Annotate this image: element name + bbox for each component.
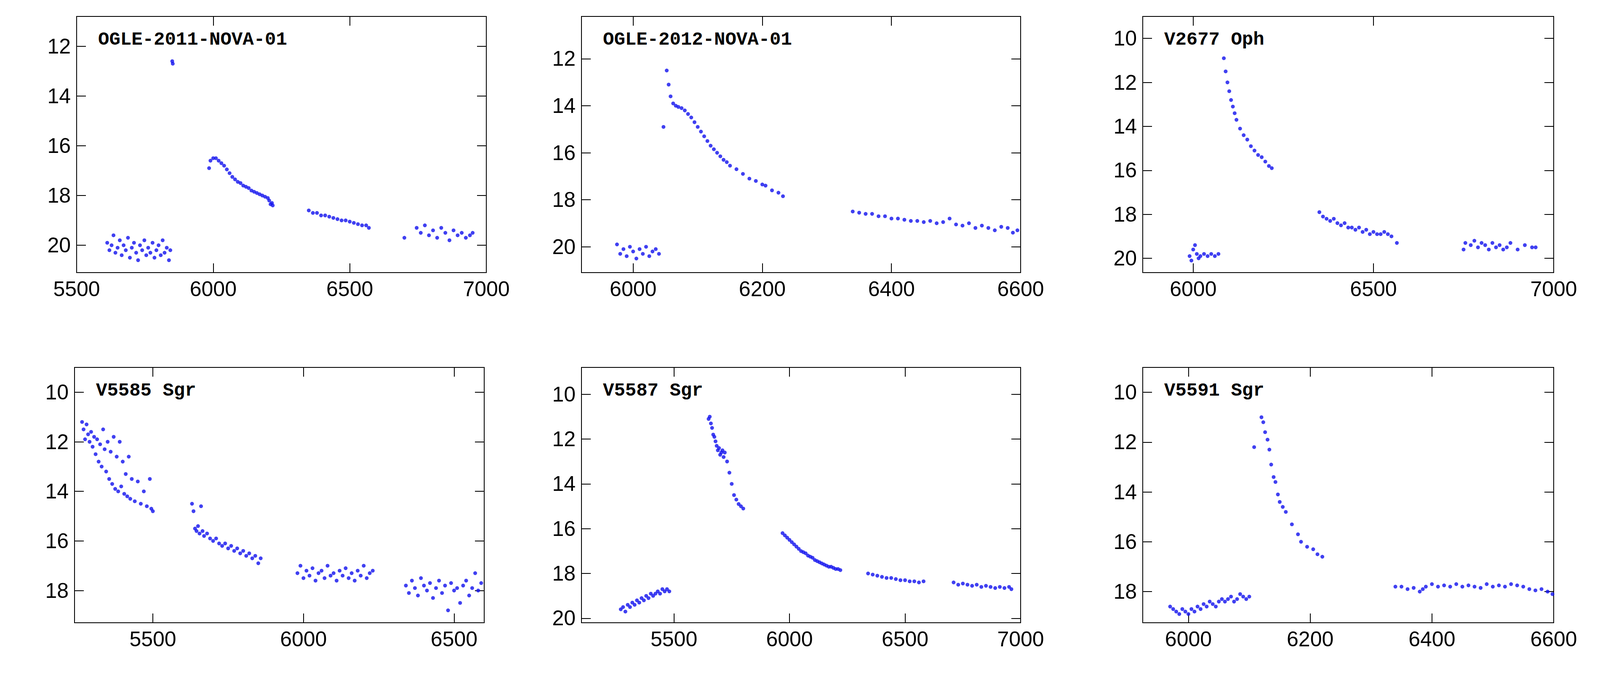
svg-text:20: 20 bbox=[552, 234, 576, 259]
svg-text:14: 14 bbox=[47, 84, 71, 108]
svg-text:12: 12 bbox=[45, 429, 69, 454]
svg-text:6600: 6600 bbox=[997, 277, 1044, 301]
svg-text:6500: 6500 bbox=[326, 277, 374, 301]
svg-text:18: 18 bbox=[47, 183, 71, 208]
svg-text:14: 14 bbox=[1113, 114, 1137, 139]
svg-text:6000: 6000 bbox=[280, 626, 327, 651]
svg-text:12: 12 bbox=[552, 426, 576, 451]
svg-text:16: 16 bbox=[1113, 158, 1137, 182]
svg-text:6500: 6500 bbox=[881, 626, 929, 651]
svg-text:14: 14 bbox=[552, 471, 576, 496]
svg-text:12: 12 bbox=[47, 34, 71, 59]
svg-text:10: 10 bbox=[45, 380, 69, 404]
svg-text:6000: 6000 bbox=[189, 277, 237, 301]
svg-text:20: 20 bbox=[552, 605, 576, 630]
svg-text:18: 18 bbox=[45, 578, 69, 603]
svg-text:6200: 6200 bbox=[738, 277, 786, 301]
svg-text:18: 18 bbox=[552, 561, 576, 585]
svg-text:6000: 6000 bbox=[609, 277, 657, 301]
svg-text:18: 18 bbox=[552, 187, 576, 212]
svg-text:20: 20 bbox=[1113, 246, 1137, 270]
svg-text:7000: 7000 bbox=[462, 277, 510, 301]
svg-text:10: 10 bbox=[1113, 380, 1137, 404]
svg-text:V2677 Oph: V2677 Oph bbox=[1164, 29, 1265, 51]
svg-text:14: 14 bbox=[1113, 480, 1137, 504]
svg-text:18: 18 bbox=[1113, 202, 1137, 227]
svg-text:6400: 6400 bbox=[1408, 626, 1456, 651]
svg-text:5500: 5500 bbox=[129, 626, 176, 651]
svg-text:20: 20 bbox=[47, 233, 71, 257]
svg-text:6000: 6000 bbox=[1169, 277, 1217, 301]
svg-text:16: 16 bbox=[1113, 529, 1137, 554]
svg-text:6400: 6400 bbox=[868, 277, 915, 301]
svg-text:5500: 5500 bbox=[53, 277, 100, 301]
svg-text:5500: 5500 bbox=[650, 626, 698, 651]
svg-text:6000: 6000 bbox=[765, 626, 813, 651]
svg-text:6500: 6500 bbox=[1349, 277, 1397, 301]
svg-text:6200: 6200 bbox=[1286, 626, 1334, 651]
svg-text:OGLE-2011-NOVA-01: OGLE-2011-NOVA-01 bbox=[98, 29, 288, 51]
svg-text:18: 18 bbox=[1113, 579, 1137, 603]
svg-text:10: 10 bbox=[552, 382, 576, 406]
svg-text:OGLE-2012-NOVA-01: OGLE-2012-NOVA-01 bbox=[602, 29, 792, 51]
svg-text:V5587 Sgr: V5587 Sgr bbox=[602, 379, 704, 401]
svg-text:6000: 6000 bbox=[1165, 626, 1212, 651]
svg-text:16: 16 bbox=[47, 133, 71, 158]
svg-text:6500: 6500 bbox=[430, 626, 478, 651]
svg-text:V5585 Sgr: V5585 Sgr bbox=[96, 379, 197, 401]
svg-text:12: 12 bbox=[1113, 429, 1137, 454]
svg-text:V5591 Sgr: V5591 Sgr bbox=[1164, 379, 1265, 401]
svg-text:16: 16 bbox=[552, 141, 576, 165]
svg-text:12: 12 bbox=[552, 46, 576, 71]
svg-text:16: 16 bbox=[45, 528, 69, 553]
svg-text:6600: 6600 bbox=[1530, 626, 1577, 651]
svg-text:7000: 7000 bbox=[997, 626, 1044, 651]
svg-text:12: 12 bbox=[1113, 70, 1137, 95]
svg-text:14: 14 bbox=[45, 479, 69, 503]
svg-text:10: 10 bbox=[1113, 26, 1137, 51]
svg-text:16: 16 bbox=[552, 516, 576, 541]
svg-text:7000: 7000 bbox=[1530, 277, 1577, 301]
svg-text:14: 14 bbox=[552, 93, 576, 118]
